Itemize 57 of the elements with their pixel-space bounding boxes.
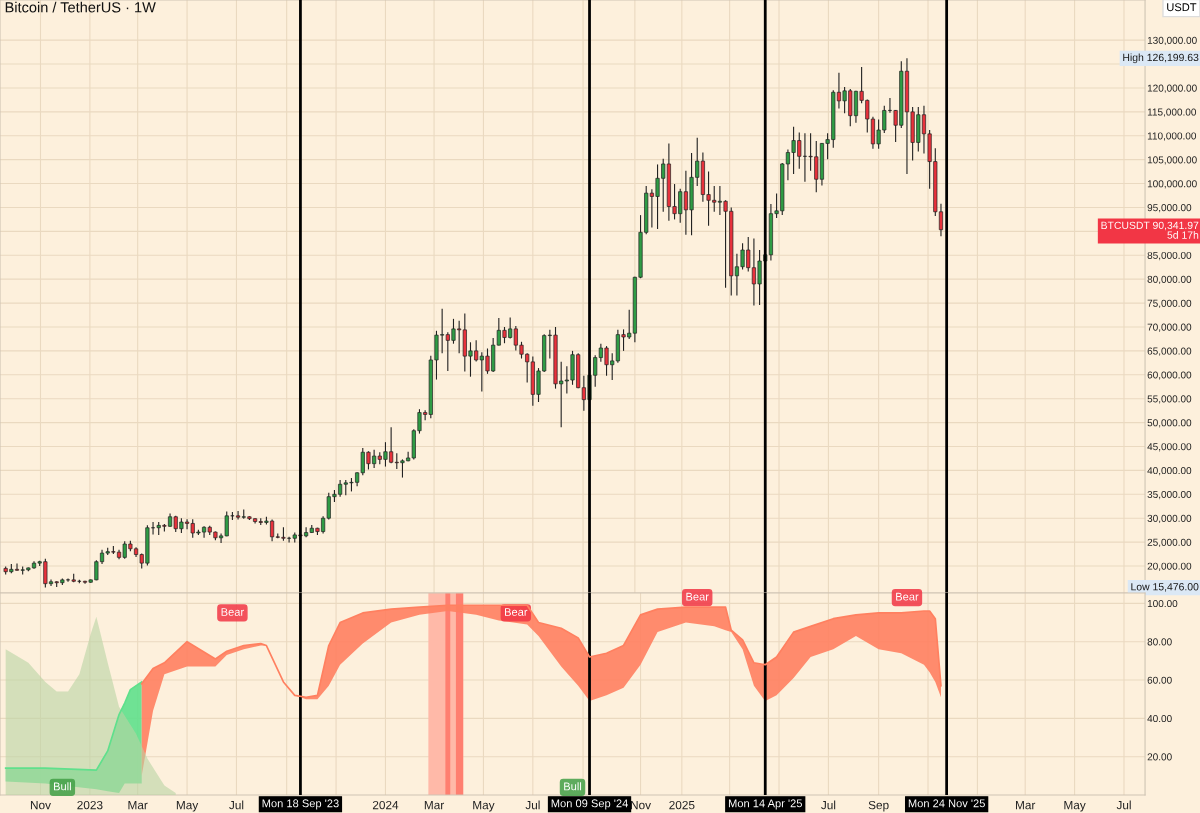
y-tick-label: 130,000.00	[1147, 36, 1197, 46]
y-tick-label: 25,000.00	[1147, 538, 1192, 547]
y-tick-label: 120,000.00	[1147, 84, 1197, 93]
x-tick-label: Jul	[229, 800, 244, 810]
y-tick-label: 20,000.00	[1147, 562, 1192, 571]
x-tick-label: Nov	[631, 801, 651, 810]
annotation: BTCUSDT 90,341.97 5d 17h	[1101, 221, 1199, 239]
annotation: High 126,199.63	[1123, 53, 1199, 64]
x-tick-label: Sep	[868, 800, 889, 812]
x-tick-label: Mar	[424, 801, 445, 810]
x-tick-label: Jul	[525, 800, 540, 810]
y-tick-label: 80,000.00	[1147, 275, 1192, 285]
x-tick-label: Jul	[821, 800, 836, 810]
chart-title: Bitcoin / TetherUS · 1W	[5, 1, 156, 13]
y-tick-label: 70,000.00	[1147, 323, 1192, 332]
x-tick-label: Nov	[30, 801, 51, 810]
y-tick-label: 100.00	[1147, 599, 1178, 608]
ref-line-label: Mon 09 Sep '24	[551, 799, 628, 810]
annotation: Bear	[505, 608, 528, 616]
y-tick-label: 40.00	[1147, 715, 1172, 723]
ref-line-label: Mon 18 Sep '23	[262, 799, 339, 810]
y-tick-label: 115,000.00	[1147, 108, 1197, 117]
y-tick-label: 60.00	[1147, 676, 1172, 684]
y-tick-label: 35,000.00	[1147, 490, 1192, 500]
x-tick-label: Jul	[1116, 800, 1131, 810]
x-tick-label: 2024	[372, 800, 399, 810]
y-tick-label: 50,000.00	[1147, 419, 1192, 428]
y-tick-label: 95,000.00	[1147, 204, 1192, 213]
y-tick-label: 105,000.00	[1147, 156, 1197, 165]
annotation: Bear	[221, 608, 244, 616]
y-tick-label: 100,000.00	[1147, 180, 1197, 189]
x-tick-label: Mar	[128, 801, 148, 810]
x-tick-label: Mar	[1015, 801, 1036, 810]
y-tick-label: 40,000.00	[1147, 467, 1192, 476]
annotation: Bear	[896, 592, 919, 601]
y-tick-label: 85,000.00	[1147, 251, 1192, 261]
x-tick-label: May	[176, 801, 199, 812]
x-tick-label: 2025	[669, 800, 695, 810]
y-tick-label: 60,000.00	[1147, 371, 1192, 380]
x-tick-label: May	[1064, 801, 1086, 812]
x-tick-label: 2023	[77, 800, 103, 810]
y-tick-label: 80.00	[1147, 638, 1172, 646]
annotation: Bull	[54, 782, 71, 791]
ref-line-label: Mon 24 Nov '25	[908, 799, 985, 808]
y-tick-label: 30,000.00	[1147, 514, 1192, 524]
y-tick-label: 45,000.00	[1147, 443, 1192, 452]
annotation: Bull	[564, 782, 582, 791]
y-tick-label: 55,000.00	[1147, 395, 1192, 404]
y-tick-label: 75,000.00	[1147, 299, 1192, 308]
y-tick-label: 20.00	[1147, 753, 1172, 761]
x-tick-label: May	[473, 801, 495, 812]
y-tick-label: 65,000.00	[1147, 347, 1192, 356]
ref-line-label: Mon 14 Apr '25	[728, 799, 802, 810]
y-axis-title: USDT	[1167, 3, 1197, 12]
annotation: Bear	[686, 592, 709, 601]
y-tick-label: 110,000.00	[1147, 132, 1197, 141]
annotation: Low 15,476.00	[1131, 583, 1199, 592]
